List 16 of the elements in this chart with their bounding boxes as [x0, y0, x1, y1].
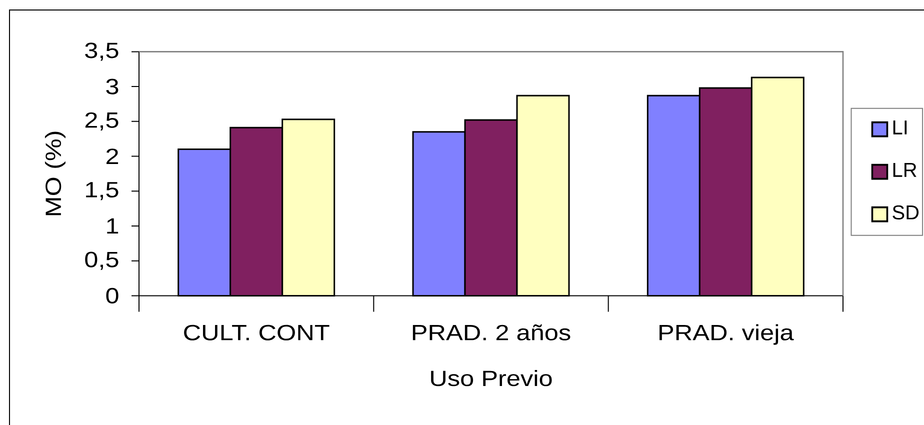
legend-label: SD	[892, 205, 919, 220]
y-tick-label: 1,5	[86, 182, 118, 200]
legend-label: LR	[893, 163, 916, 177]
x-tick-label: PRAD. vieja	[660, 324, 794, 345]
x-axis-title: Uso Previo	[431, 370, 552, 386]
y-tick-label: 0,5	[85, 252, 118, 270]
y-tick-label: 1	[107, 218, 118, 234]
x-tick-label: CULT. CONT	[184, 324, 330, 340]
legend-label: LI	[893, 120, 907, 134]
x-tick-label: PRAD. 2 años	[412, 324, 570, 340]
y-tick-label: 3	[106, 78, 118, 94]
y-tick-label: 2	[106, 148, 118, 164]
y-tick-label: 3,5	[85, 42, 118, 61]
y-tick-label: 2,5	[85, 112, 118, 130]
y-axis-title: MO (%)	[44, 132, 66, 216]
y-tick-label: 0	[106, 288, 118, 304]
